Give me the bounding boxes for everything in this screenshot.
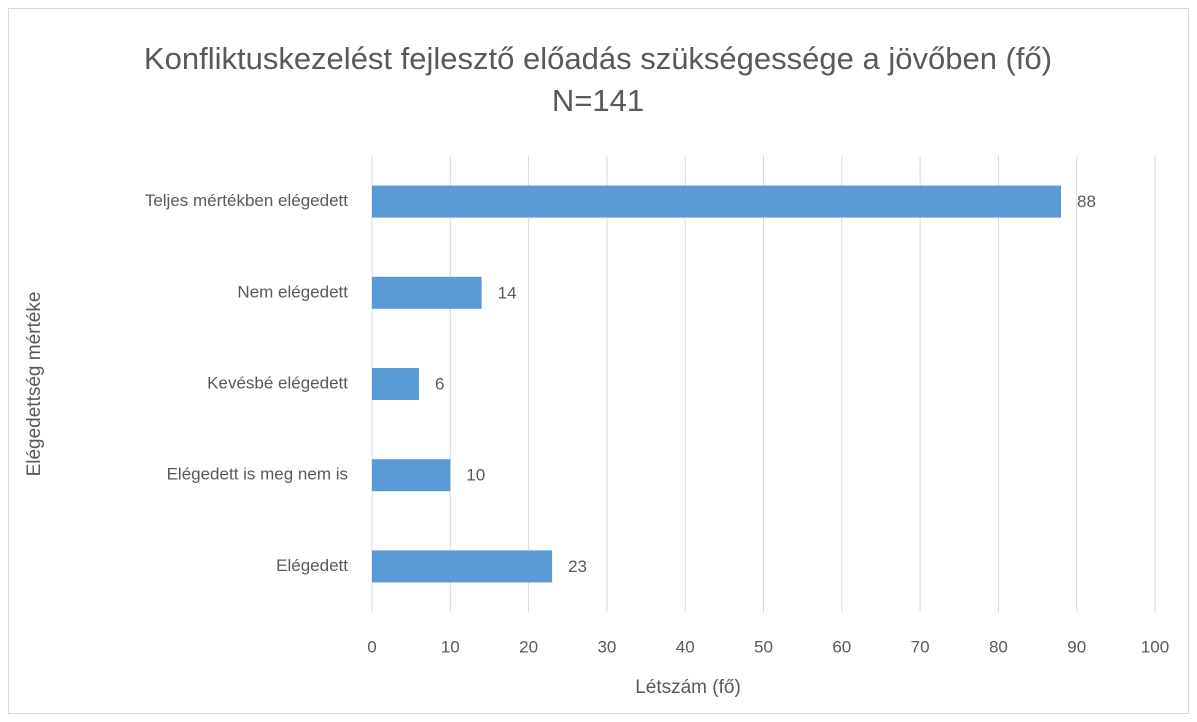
- data-label: 14: [498, 283, 517, 302]
- x-tick-label: 50: [754, 637, 773, 656]
- bar: [372, 368, 419, 400]
- y-tick-label: Elégedett is meg nem is: [167, 465, 348, 484]
- x-tick-label: 90: [1067, 637, 1086, 656]
- y-tick-label: Teljes mértékben elégedett: [145, 191, 348, 210]
- data-label: 6: [435, 374, 444, 393]
- x-tick-label: 0: [367, 637, 376, 656]
- x-tick-label: 80: [989, 637, 1008, 656]
- bar: [372, 276, 482, 309]
- x-tick-label: 70: [911, 637, 930, 656]
- x-tick-label: 40: [676, 637, 695, 656]
- bar: [372, 459, 451, 492]
- x-tick-label: 10: [441, 637, 460, 656]
- chart-border: [8, 8, 1189, 714]
- x-tick-label: 60: [832, 637, 851, 656]
- x-axis-label: Létszám (fő): [635, 677, 741, 698]
- x-tick-label: 30: [597, 637, 616, 656]
- data-label: 23: [568, 557, 587, 576]
- x-tick-label: 20: [519, 637, 538, 656]
- y-tick-label: Kevésbé elégedett: [207, 373, 348, 392]
- chart-title: Konfliktuskezelést fejlesztő előadás szü…: [143, 41, 1053, 118]
- y-tick-label: Elégedett: [276, 556, 348, 575]
- data-label: 88: [1077, 192, 1096, 211]
- y-tick-label: Nem elégedett: [237, 282, 348, 301]
- x-tick-label: 100: [1141, 637, 1169, 656]
- data-label: 10: [466, 466, 485, 485]
- y-axis-label: Elégedettség mértéke: [24, 292, 45, 477]
- bar: [372, 185, 1062, 218]
- bar: [372, 550, 553, 583]
